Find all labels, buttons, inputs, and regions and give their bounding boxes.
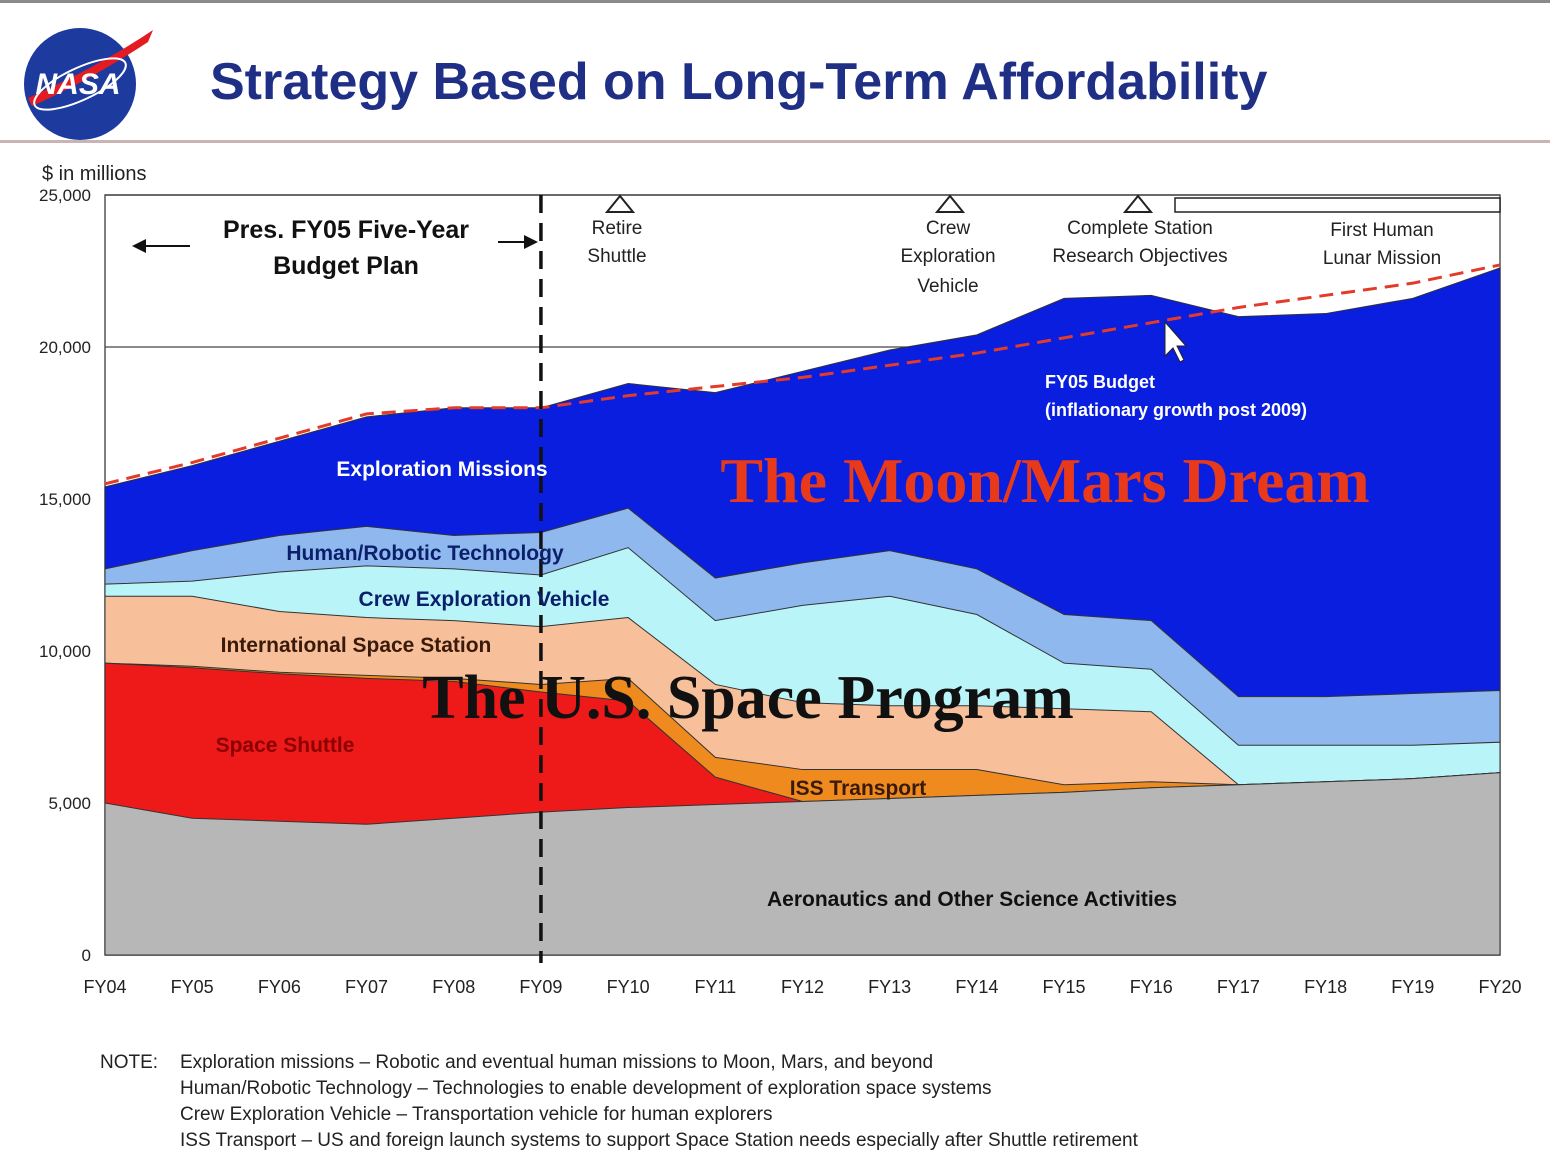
moon-mars-overlay-text: The Moon/Mars Dream — [720, 445, 1369, 516]
budget-callout-text: (inflationary growth post 2009) — [1045, 400, 1307, 420]
note-line: ISS Transport – US and foreign launch sy… — [180, 1130, 1138, 1151]
budget-callout-text: FY05 Budget — [1045, 372, 1155, 392]
milestone-label: First Human — [1330, 220, 1433, 241]
milestone-label: Retire — [592, 218, 643, 239]
note-line: Exploration missions – Robotic and event… — [180, 1052, 934, 1073]
x-tick-label: FY19 — [1391, 977, 1434, 997]
milestone-label: Crew — [926, 218, 971, 239]
milestone-label: Lunar Mission — [1323, 248, 1441, 269]
notes-label: NOTE: — [100, 1052, 159, 1073]
milestone-label: Shuttle — [587, 246, 646, 267]
nasa-logo-text: NASA — [35, 68, 120, 101]
x-tick-label: FY12 — [781, 977, 824, 997]
page-title: Strategy Based on Long-Term Affordabilit… — [210, 53, 1268, 111]
y-tick-label: 15,000 — [39, 490, 91, 509]
milestone-triangle — [934, 194, 966, 213]
annotation-text: Pres. FY05 Five-Year — [223, 216, 469, 244]
annotation-text: Budget Plan — [273, 252, 419, 280]
milestone-label: Complete Station — [1067, 218, 1213, 239]
milestone-triangle — [1122, 194, 1154, 213]
note-line: Crew Exploration Vehicle – Transportatio… — [180, 1104, 773, 1125]
x-tick-label: FY16 — [1130, 977, 1173, 997]
y-axis-label: $ in millions — [42, 163, 146, 185]
series-label: ISS Transport — [790, 777, 927, 800]
fy05-budget-line — [104, 263, 1501, 486]
arrow-head-left — [132, 239, 146, 253]
title-divider — [0, 140, 1550, 143]
arrow-head-right — [524, 235, 538, 249]
milestone-label: Vehicle — [917, 276, 978, 297]
x-tick-label: FY10 — [607, 977, 650, 997]
y-tick-label: 10,000 — [39, 642, 91, 661]
y-tick-label: 20,000 — [39, 338, 91, 357]
series-label: International Space Station — [221, 634, 492, 657]
x-tick-label: FY11 — [694, 977, 736, 997]
series-label: Space Shuttle — [216, 734, 355, 757]
series-label: Exploration Missions — [336, 458, 547, 481]
x-tick-label: FY20 — [1478, 977, 1521, 997]
x-tick-label: FY15 — [1043, 977, 1086, 997]
nasa-logo: NASA — [24, 28, 153, 140]
x-tick-label: FY07 — [345, 977, 388, 997]
x-tick-label: FY05 — [171, 977, 214, 997]
y-tick-label: 25,000 — [39, 186, 91, 205]
budget-area-chart: 0 5,000 10,000 15,000 20,000 25,000$ in milli… — [39, 163, 1522, 997]
x-tick-label: FY04 — [83, 977, 126, 997]
x-tick-label: FY13 — [868, 977, 911, 997]
x-tick-label: FY06 — [258, 977, 301, 997]
milestone-label: Research Objectives — [1052, 246, 1227, 267]
series-label: Aeronautics and Other Science Activities — [767, 888, 1177, 911]
milestone-triangle — [604, 194, 636, 213]
x-tick-label: FY17 — [1217, 977, 1260, 997]
x-tick-label: FY08 — [432, 977, 475, 997]
x-tick-label: FY09 — [519, 977, 562, 997]
us-program-overlay-text: The U.S. Space Program — [422, 664, 1074, 732]
notes-section: NOTE: Exploration missions – Robotic and … — [100, 1050, 1138, 1154]
series-label: Human/Robotic Technology — [286, 542, 564, 565]
area-series — [104, 772, 1501, 956]
x-tick-label: FY18 — [1304, 977, 1347, 997]
x-tick-label: FY14 — [955, 977, 998, 997]
y-tick-label: 0 — [82, 946, 91, 965]
series-label: Crew Exploration Vehicle — [359, 588, 610, 611]
note-line: Human/Robotic Technology – Technologies … — [180, 1078, 992, 1099]
milestone-bar — [1174, 197, 1501, 213]
pointer-cursor-icon — [1164, 320, 1188, 363]
milestone-label: Exploration — [900, 246, 995, 267]
top-border — [0, 0, 1550, 3]
y-tick-label: 5,000 — [48, 794, 91, 813]
